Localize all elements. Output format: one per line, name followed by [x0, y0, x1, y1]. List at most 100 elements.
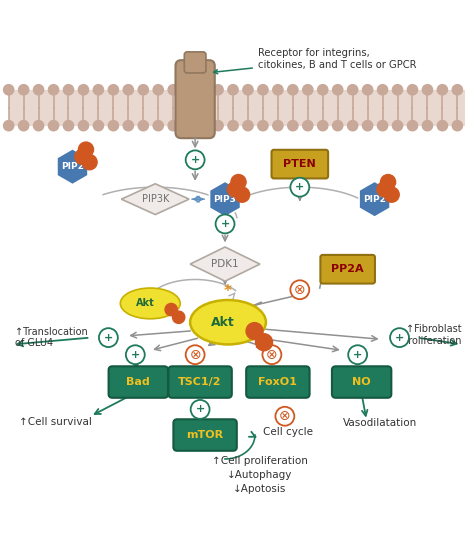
Polygon shape — [359, 181, 390, 217]
Circle shape — [288, 121, 298, 131]
Circle shape — [363, 85, 373, 95]
Circle shape — [75, 149, 90, 164]
Circle shape — [48, 85, 59, 95]
Text: FoxO1: FoxO1 — [258, 377, 297, 387]
Circle shape — [318, 121, 328, 131]
Circle shape — [291, 178, 309, 197]
Circle shape — [93, 85, 103, 95]
Text: Akt: Akt — [210, 316, 234, 328]
Text: TSC1/2: TSC1/2 — [178, 377, 222, 387]
Circle shape — [273, 85, 283, 95]
Circle shape — [78, 85, 89, 95]
Circle shape — [64, 121, 73, 131]
Circle shape — [246, 322, 263, 340]
Circle shape — [318, 85, 328, 95]
Circle shape — [78, 121, 89, 131]
Circle shape — [183, 85, 193, 95]
Ellipse shape — [120, 288, 180, 319]
Circle shape — [407, 85, 418, 95]
Circle shape — [216, 215, 235, 233]
Circle shape — [392, 85, 402, 95]
Circle shape — [93, 121, 103, 131]
Circle shape — [34, 85, 44, 95]
Text: +: + — [220, 219, 230, 229]
Circle shape — [392, 121, 402, 131]
Text: PDK1: PDK1 — [211, 259, 239, 269]
Polygon shape — [190, 247, 260, 281]
Circle shape — [183, 121, 193, 131]
Circle shape — [377, 182, 392, 197]
Text: Cell cycle: Cell cycle — [263, 427, 313, 437]
Text: ↑Cell proliferation
↓Autophagy
↓Apotosis: ↑Cell proliferation ↓Autophagy ↓Apotosis — [212, 456, 308, 494]
Circle shape — [165, 304, 177, 316]
Circle shape — [303, 85, 313, 95]
Circle shape — [422, 121, 433, 131]
Circle shape — [153, 121, 164, 131]
Circle shape — [228, 85, 238, 95]
Circle shape — [123, 121, 134, 131]
Circle shape — [186, 150, 205, 169]
Circle shape — [231, 175, 246, 190]
FancyBboxPatch shape — [320, 255, 375, 284]
Circle shape — [191, 400, 210, 419]
Text: PIP3K: PIP3K — [142, 194, 169, 204]
Circle shape — [168, 121, 178, 131]
Circle shape — [438, 85, 447, 95]
Circle shape — [198, 121, 208, 131]
Text: NO: NO — [352, 377, 371, 387]
Text: +: + — [191, 155, 200, 165]
Circle shape — [258, 85, 268, 95]
Circle shape — [64, 85, 73, 95]
Text: PIP2: PIP2 — [363, 195, 386, 204]
Circle shape — [186, 345, 205, 364]
Circle shape — [333, 85, 343, 95]
Circle shape — [273, 121, 283, 131]
FancyBboxPatch shape — [175, 60, 215, 138]
Circle shape — [288, 85, 298, 95]
Circle shape — [243, 121, 253, 131]
Circle shape — [78, 142, 93, 157]
Circle shape — [275, 407, 294, 426]
Polygon shape — [57, 149, 88, 185]
Circle shape — [3, 121, 14, 131]
Circle shape — [255, 333, 273, 351]
Circle shape — [18, 85, 29, 95]
Text: ⊗: ⊗ — [189, 348, 201, 362]
Circle shape — [258, 121, 268, 131]
Circle shape — [381, 175, 396, 190]
Circle shape — [173, 311, 185, 324]
Polygon shape — [121, 184, 189, 215]
Text: +: + — [195, 404, 205, 414]
Circle shape — [452, 121, 463, 131]
Text: +: + — [395, 332, 404, 343]
Circle shape — [377, 121, 388, 131]
FancyBboxPatch shape — [332, 366, 392, 398]
Text: Akt: Akt — [137, 299, 155, 309]
Circle shape — [34, 121, 44, 131]
FancyBboxPatch shape — [272, 150, 328, 179]
Circle shape — [108, 121, 118, 131]
Circle shape — [333, 121, 343, 131]
Text: mTOR: mTOR — [187, 430, 224, 440]
Circle shape — [228, 121, 238, 131]
Text: PP2A: PP2A — [331, 264, 364, 274]
Circle shape — [108, 85, 118, 95]
FancyBboxPatch shape — [173, 419, 237, 451]
Circle shape — [168, 85, 178, 95]
Text: *: * — [224, 284, 232, 299]
Circle shape — [422, 85, 433, 95]
Circle shape — [377, 85, 388, 95]
Circle shape — [138, 85, 148, 95]
FancyBboxPatch shape — [109, 366, 168, 398]
Circle shape — [390, 328, 409, 347]
Ellipse shape — [190, 300, 266, 345]
Text: PIP2: PIP2 — [61, 162, 84, 171]
Text: ⊗: ⊗ — [266, 348, 278, 362]
Circle shape — [48, 121, 59, 131]
Circle shape — [82, 155, 97, 170]
Circle shape — [407, 121, 418, 131]
Circle shape — [123, 85, 134, 95]
Circle shape — [291, 280, 309, 299]
Circle shape — [213, 85, 223, 95]
Text: +: + — [295, 182, 304, 192]
